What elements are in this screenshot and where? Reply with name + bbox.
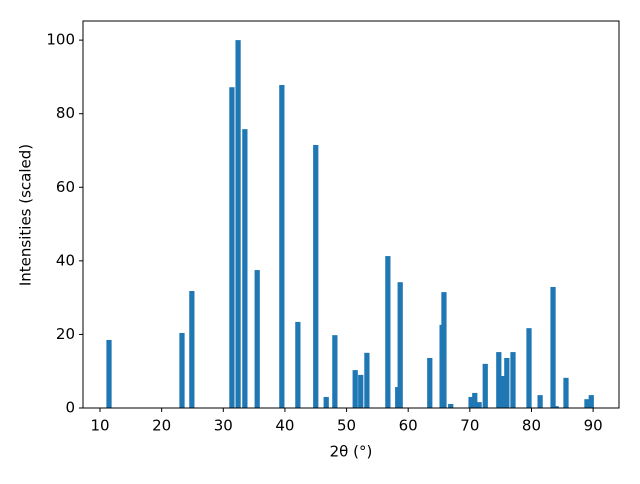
bar [332,335,338,408]
bar [229,87,235,408]
bar [550,286,556,408]
x-tick-label: 20 [152,417,171,435]
x-tick-label: 30 [214,417,233,435]
bar [235,40,241,409]
bar [189,291,195,408]
bar [397,282,403,408]
y-tick-label: 40 [56,251,75,269]
bar [279,85,285,408]
bar [106,339,112,408]
bar [323,396,329,408]
bar [385,256,391,408]
bar [553,406,559,408]
bar [588,395,594,408]
bar [504,357,510,408]
y-tick-label: 60 [56,178,75,196]
bar [472,392,478,408]
bar [448,403,454,408]
bar [441,292,447,408]
y-axis-label: Intensities (scaled) [17,144,35,286]
y-tick-label: 0 [65,399,75,417]
bar [352,370,358,408]
bar [242,129,248,408]
bar [526,328,532,408]
x-tick-label: 50 [337,417,356,435]
x-tick-label: 60 [399,417,418,435]
y-tick-label: 100 [46,31,75,49]
bar [500,375,506,408]
bar [537,395,543,408]
x-axis-label: 2θ (°) [330,443,373,461]
x-tick-label: 90 [584,417,603,435]
bar [563,377,569,408]
bar [313,144,319,409]
bar [254,270,260,408]
y-tick-label: 80 [56,104,75,122]
bar [468,396,474,408]
x-tick-label: 80 [522,417,541,435]
bar [482,363,488,408]
bar [584,399,590,408]
bar [510,352,516,408]
bar [358,374,364,408]
bar [295,321,301,408]
bar [364,352,370,408]
bar [179,332,185,408]
bar [496,352,502,408]
x-tick-label: 40 [275,417,294,435]
plot-frame [82,20,620,409]
x-tick-label: 70 [460,417,479,435]
x-tick-label: 10 [90,417,109,435]
bar [427,357,433,408]
bar [476,402,482,408]
y-tick-label: 20 [56,325,75,343]
